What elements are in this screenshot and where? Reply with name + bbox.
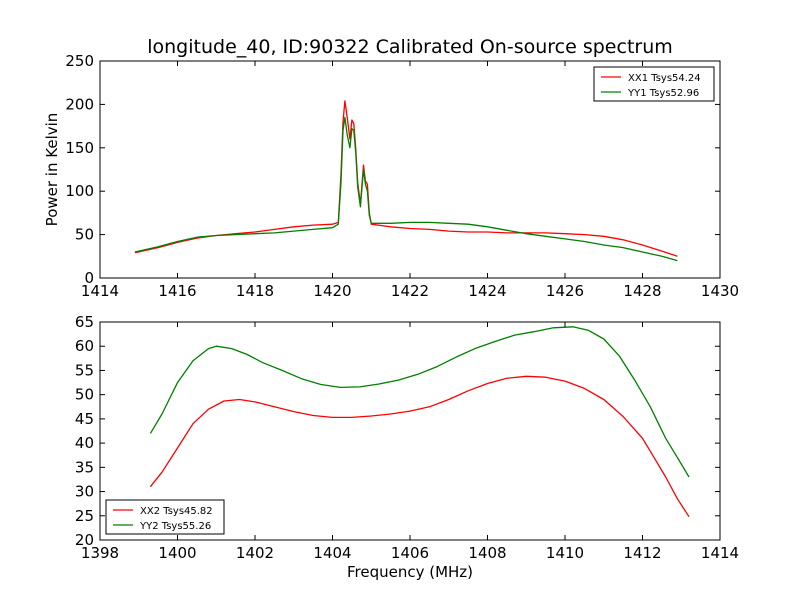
top-plot-x-tick-label: 1420 [313, 282, 351, 300]
bottom-plot-legend-box [105, 499, 225, 535]
bottom-plot-x-tick-label: 1408 [468, 544, 506, 562]
top-plot-y-tick-label: 150 [65, 139, 94, 157]
bottom-plot-legend-entry: YY2 Tsys55.26 [139, 521, 211, 532]
bottom-plot-x-tick-label: 1412 [623, 544, 661, 562]
top-plot-x-tick-label: 1418 [236, 282, 274, 300]
bottom-plot-y-tick-label: 45 [75, 410, 94, 428]
top-plot-legend-entry: XX1 Tsys54.24 [628, 73, 701, 84]
top-plot-x-tick-label: 1422 [391, 282, 429, 300]
bottom-plot-x-axis-label: Frequency (MHz) [347, 563, 473, 581]
bottom-plot-y-tick-label: 65 [75, 313, 94, 331]
bottom-plot-x-tick-label: 1400 [158, 544, 196, 562]
top-plot-x-tick-label: 1424 [468, 282, 506, 300]
bottom-plot-legend: XX2 Tsys45.82 YY2 Tsys55.26 [105, 499, 225, 535]
bottom-plot-y-tick-label: 60 [75, 337, 94, 355]
bottom-plot-y-tick-label: 50 [75, 386, 94, 404]
bottom-plot-ticks-layer: 1398 1400 1402 1404 1406 1408 1410 1412 1414 20 25… [75, 313, 739, 562]
top-plot-y-tick-label: 100 [65, 182, 94, 200]
bottom-plot-x-tick-label: 1406 [391, 544, 429, 562]
bottom-plot-series-layer [149, 326, 690, 518]
bottom-plot-x-tick-label: 1404 [313, 544, 351, 562]
bottom-plot-legend-entry: XX2 Tsys45.82 [140, 506, 213, 517]
bottom-plot-panel: 1398 1400 1402 1404 1406 1408 1410 1412 1414 20 25… [75, 313, 739, 581]
top-plot-ticks-layer: 1414 1416 1418 1420 1422 1424 1426 1428 1430 0 50 1… [65, 52, 739, 300]
top-plot-y-tick-label: 200 [65, 95, 94, 113]
top-plot-x-tick-label: 1426 [546, 282, 584, 300]
bottom-plot-y-tick-label: 35 [75, 458, 94, 476]
top-plot-series-line-2 [134, 116, 678, 262]
bottom-plot-x-tick-label: 1414 [701, 544, 739, 562]
top-plot-legend: XX1 Tsys54.24 YY1 Tsys52.96 [593, 66, 715, 102]
bottom-plot-y-tick-label: 40 [75, 434, 94, 452]
top-plot-y-tick-label: 250 [65, 52, 94, 70]
bottom-plot-series-line-2 [149, 326, 690, 478]
bottom-plot-y-tick-label: 20 [75, 531, 94, 549]
bottom-plot-x-tick-label: 1398 [81, 544, 119, 562]
bottom-plot-series-line-1 [149, 375, 690, 518]
top-plot-legend-entry: YY1 Tsys52.96 [627, 88, 699, 99]
top-plot-panel: 1414 1416 1418 1420 1422 1424 1426 1428 1430 0 50 1… [43, 52, 739, 300]
bottom-plot-x-tick-label: 1410 [546, 544, 584, 562]
top-plot-x-tick-label: 1430 [701, 282, 739, 300]
chart-title: longitude_40, ID:90322 Calibrated On-sou… [147, 36, 673, 58]
bottom-plot-y-tick-label: 55 [75, 361, 94, 379]
top-plot-x-tick-label: 1414 [81, 282, 119, 300]
top-plot-legend-box [593, 66, 715, 102]
top-plot-y-tick-label: 0 [84, 269, 94, 287]
bottom-plot-x-tick-label: 1402 [236, 544, 274, 562]
bottom-plot-y-tick-label: 30 [75, 483, 94, 501]
top-plot-x-tick-label: 1428 [623, 282, 661, 300]
top-plot-y-axis-label: Power in Kelvin [43, 113, 61, 227]
bottom-plot-y-tick-label: 25 [75, 507, 94, 525]
top-plot-x-tick-label: 1416 [158, 282, 196, 300]
top-plot-y-tick-label: 50 [75, 226, 94, 244]
top-plot-series-layer [134, 100, 678, 262]
